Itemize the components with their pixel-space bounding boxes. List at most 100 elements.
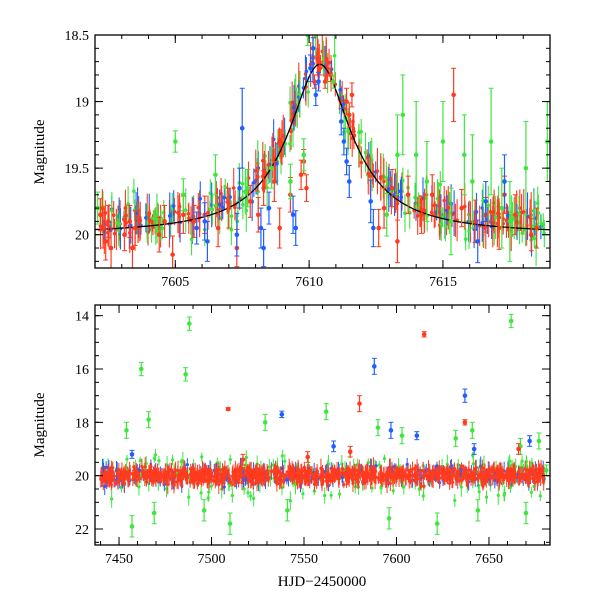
cloud-point [359,129,363,134]
cloud-point [415,214,420,218]
y-tick-label: 19.5 [65,162,90,177]
cloud-point [450,474,454,478]
cloud-point [306,478,310,482]
cloud-point [466,468,471,472]
data-point [261,245,266,251]
cloud-point [364,470,368,474]
cloud-point [370,486,374,490]
cloud-point [172,209,177,214]
cloud-point [316,57,320,61]
cloud-point [480,466,484,470]
x-tick-label: 7600 [382,552,410,567]
data-point [413,152,419,158]
data-point [470,428,475,433]
cloud-point [265,185,269,190]
cloud-point [400,473,404,477]
data-point [129,524,135,529]
x-tick-label: 7610 [295,275,323,290]
data-point [138,366,144,372]
cloud-point [217,467,221,472]
cloud-point [281,134,286,138]
x-tick-label: 7550 [290,552,318,567]
data-point [261,185,266,191]
data-point [376,225,382,231]
cloud-point [296,467,300,472]
cloud-point [484,495,489,499]
cloud-point [432,203,437,208]
cloud-point [161,475,165,479]
cloud-point [306,471,310,475]
cloud-point [467,229,471,233]
data-point [279,412,285,417]
cloud-point [315,469,319,474]
data-point [405,192,411,198]
cloud-point [172,482,176,486]
cloud-point [452,467,457,471]
data-point [512,212,518,218]
data-point [183,372,188,377]
cloud-point [501,476,506,480]
data-point [499,205,505,211]
cloud-point [141,469,145,473]
bottom-axes-ticks: 7450 7500 7550 7600 7650 14 16 18 20 22 [75,305,550,567]
cloud-point [459,485,463,489]
cloud-point [126,202,130,206]
data-point [462,152,467,158]
data-point [255,212,261,218]
cloud-point [401,178,405,183]
cloud-point [366,475,370,480]
series-group [129,357,533,459]
bottom-panel: 7450 7500 7550 7600 7650 14 16 18 20 22 Magnitude… [32,304,551,590]
cloud-point [301,492,305,496]
data-point [536,438,542,444]
cloud-point [476,476,480,480]
data-point [523,510,529,516]
cloud-point [471,462,476,466]
cloud-point [246,491,250,495]
cloud-point [466,476,470,481]
cloud-point [398,470,402,474]
cloud-point [391,472,395,476]
data-point [266,205,272,211]
data-point [239,125,245,131]
cloud-point [257,468,261,473]
y-tick-label: 14 [75,310,89,325]
data-point [132,225,138,231]
cloud-point [185,476,189,480]
data-point [346,112,352,118]
cloud-point [503,491,507,495]
cloud-point [275,470,279,474]
data-point [331,444,336,449]
cloud-point [422,484,426,488]
cloud-point [291,470,295,474]
data-point [347,449,353,454]
cloud-point [190,474,194,478]
cloud-point [166,476,170,480]
cloud-point [222,485,226,489]
cloud-point [261,158,265,163]
cloud-point [242,487,246,491]
cloud-point [297,477,302,481]
cloud-point [535,201,540,205]
data-point [384,212,390,218]
cloud-point [493,215,498,220]
data-point [475,239,481,244]
cloud-point [277,138,282,142]
cloud-point [257,475,262,479]
data-point [215,225,221,231]
data-point [528,232,534,238]
cloud-point [214,203,218,208]
cloud-point [181,468,185,472]
cloud-point [495,467,499,472]
cloud-point [489,468,493,472]
cloud-point [382,457,387,461]
cloud-point [185,463,189,467]
cloud-point [227,476,231,481]
cloud-point [247,474,251,479]
cloud-point [253,168,258,173]
cloud-point [357,475,361,479]
cloud-point [266,162,271,167]
cloud-point [188,480,192,484]
cloud-point [448,481,452,485]
data-point [349,92,355,98]
